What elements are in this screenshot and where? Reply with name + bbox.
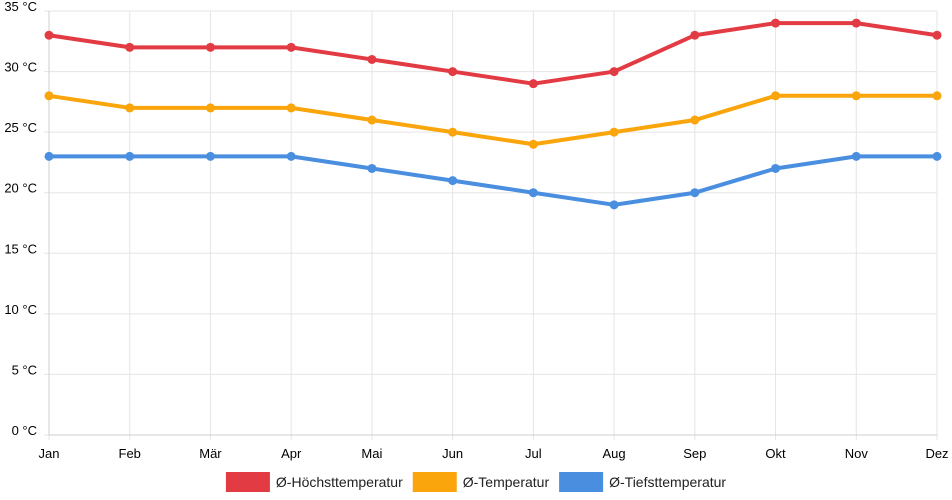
x-tick-label: Okt xyxy=(765,446,786,461)
data-point[interactable] xyxy=(690,30,700,40)
data-point[interactable] xyxy=(771,18,781,28)
y-tick-label: 15 °C xyxy=(4,241,37,256)
x-tick-label: Feb xyxy=(119,446,141,461)
legend-swatch xyxy=(412,472,457,492)
data-point[interactable] xyxy=(125,151,135,161)
data-point[interactable] xyxy=(44,91,54,101)
y-tick-label: 25 °C xyxy=(4,120,37,135)
data-point[interactable] xyxy=(528,139,538,149)
legend-swatch xyxy=(559,472,604,492)
data-point[interactable] xyxy=(851,18,861,28)
data-point[interactable] xyxy=(44,30,54,40)
legend-label: Ø-Temperatur xyxy=(463,474,550,490)
data-point[interactable] xyxy=(851,151,861,161)
y-tick-label: 35 °C xyxy=(4,0,37,14)
legend-item[interactable]: Ø-Temperatur xyxy=(412,472,550,492)
x-axis-ticks: Jan Feb Mär Apr Mai Jun Jul Aug Sep Okt Nov Dez xyxy=(39,446,949,461)
data-point[interactable] xyxy=(286,103,296,113)
data-point[interactable] xyxy=(609,67,619,77)
data-point[interactable] xyxy=(771,163,781,173)
data-point[interactable] xyxy=(932,151,942,161)
y-tick-label: 0 °C xyxy=(12,423,37,438)
y-tick-label: 20 °C xyxy=(4,181,37,196)
legend-item[interactable]: Ø-Tiefsttemperatur xyxy=(559,472,726,492)
series-line xyxy=(47,93,939,147)
series-2 xyxy=(44,151,942,210)
data-point[interactable] xyxy=(932,91,942,101)
x-tick-label: Dez xyxy=(925,446,948,461)
data-point[interactable] xyxy=(44,151,54,161)
x-tick-label: Mai xyxy=(361,446,382,461)
series-lines xyxy=(44,18,942,210)
data-point[interactable] xyxy=(286,151,296,161)
data-point[interactable] xyxy=(690,188,700,198)
series-1 xyxy=(44,91,942,149)
data-point[interactable] xyxy=(286,42,296,52)
x-tick-label: Nov xyxy=(845,446,869,461)
data-point[interactable] xyxy=(528,188,538,198)
data-point[interactable] xyxy=(367,115,377,125)
legend-label: Ø-Höchsttemperatur xyxy=(276,474,403,490)
data-point[interactable] xyxy=(448,176,458,186)
x-tick-label: Sep xyxy=(683,446,706,461)
data-point[interactable] xyxy=(205,103,215,113)
legend-swatch xyxy=(225,472,270,492)
x-tick-label: Apr xyxy=(281,446,302,461)
data-point[interactable] xyxy=(125,42,135,52)
data-point[interactable] xyxy=(205,42,215,52)
data-point[interactable] xyxy=(690,115,700,125)
x-tick-label: Aug xyxy=(603,446,626,461)
data-point[interactable] xyxy=(609,127,619,137)
data-point[interactable] xyxy=(932,30,942,40)
data-point[interactable] xyxy=(367,163,377,173)
legend-item[interactable]: Ø-Höchsttemperatur xyxy=(225,472,403,492)
data-point[interactable] xyxy=(528,79,538,89)
series-line xyxy=(47,154,939,207)
data-point[interactable] xyxy=(851,91,861,101)
data-point[interactable] xyxy=(448,127,458,137)
x-tick-label: Jul xyxy=(525,446,542,461)
data-point[interactable] xyxy=(771,91,781,101)
data-point[interactable] xyxy=(448,67,458,77)
y-axis-ticks: 0 °C 5 °C 10 °C 15 °C 20 °C 25 °C 30 °C 35 °C xyxy=(4,0,37,438)
y-tick-label: 5 °C xyxy=(12,362,37,377)
data-point[interactable] xyxy=(609,200,619,210)
series-line xyxy=(47,21,939,86)
x-tick-label: Jan xyxy=(39,446,60,461)
y-tick-label: 10 °C xyxy=(4,302,37,317)
data-point[interactable] xyxy=(367,54,377,64)
y-tick-label: 30 °C xyxy=(4,60,37,75)
legend-label: Ø-Tiefsttemperatur xyxy=(609,474,726,490)
data-point[interactable] xyxy=(125,103,135,113)
x-tick-label: Jun xyxy=(442,446,463,461)
grid xyxy=(44,10,938,440)
legend: Ø-Höchsttemperatur Ø-Temperatur Ø-Tiefstte… xyxy=(225,472,726,492)
series-0 xyxy=(44,18,942,89)
data-point[interactable] xyxy=(205,151,215,161)
x-tick-label: Mär xyxy=(199,446,222,461)
